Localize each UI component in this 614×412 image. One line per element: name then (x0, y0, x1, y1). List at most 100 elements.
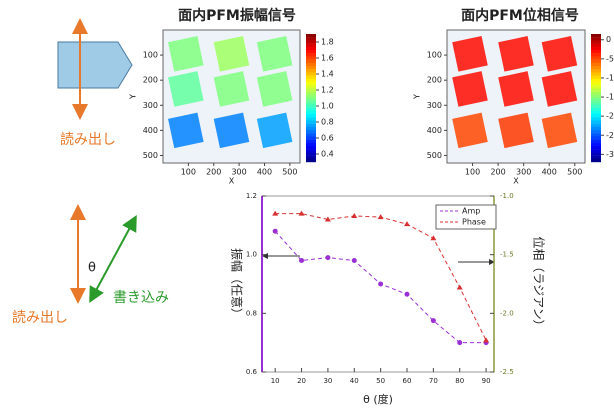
point (325, 255, 330, 260)
y-tick-label: 0.8 (246, 309, 257, 317)
colorbar-segment (306, 114, 316, 117)
x-axis-label: X (229, 177, 235, 186)
x-tick-label: 100 (465, 168, 480, 177)
write-arrow (93, 222, 133, 296)
colorbar-segment (306, 47, 316, 50)
colorbar-segment (306, 159, 316, 162)
colorbar-tick-label: -200 (606, 112, 614, 121)
colorbar-segment (591, 159, 601, 162)
x-tick-label: 200 (206, 168, 221, 177)
colorbar-segment (591, 66, 601, 69)
colorbar-segment (591, 104, 601, 107)
colorbar-segment (591, 50, 601, 53)
y-axis-label: Y (413, 94, 422, 100)
y-tick-label: 500 (427, 151, 442, 160)
x-tick-label: 30 (323, 377, 332, 385)
y-tick-label: 500 (143, 151, 158, 160)
colorbar-segment (306, 146, 316, 149)
y2-tick-label: -1.5 (500, 251, 514, 259)
y2-axis-label: 位相（ラジアン） (532, 236, 547, 331)
colorbar-segment (591, 114, 601, 117)
colorbar-segment (306, 63, 316, 66)
colorbar-segment (306, 117, 316, 120)
heatmap-cell (498, 113, 534, 149)
y-tick-label: 200 (427, 76, 442, 85)
y-axis-label: 振幅（任意） (230, 248, 245, 320)
chart-title: 面内PFM位相信号 (461, 7, 579, 24)
colorbar-segment (591, 56, 601, 59)
colorbar-segment (591, 117, 601, 120)
colorbar-tick-label: 1.6 (321, 54, 334, 63)
cantilever (58, 42, 132, 88)
colorbar-tick-label: -250 (606, 131, 614, 140)
colorbar-segment (306, 92, 316, 95)
point (352, 258, 357, 263)
colorbar-segment (591, 63, 601, 66)
point (378, 214, 384, 219)
series-line (275, 214, 486, 341)
colorbar-segment (306, 76, 316, 79)
colorbar-segment (591, 149, 601, 152)
colorbar-segment (306, 136, 316, 139)
y-axis-label: Y (129, 94, 138, 100)
colorbar-segment (591, 120, 601, 123)
x-tick-label: 300 (231, 168, 246, 177)
y2-tick-label: -2.0 (500, 309, 514, 317)
point (378, 282, 383, 287)
x-tick-label: 500 (282, 168, 297, 177)
colorbar-segment (591, 44, 601, 47)
colorbar-segment (591, 40, 601, 43)
heatmap-cell (257, 113, 293, 149)
colorbar-segment (591, 101, 601, 104)
colorbar-segment (591, 156, 601, 159)
colorbar-segment (306, 101, 316, 104)
x-tick-label: 300 (516, 168, 531, 177)
colorbar-segment (306, 149, 316, 152)
colorbar-tick-label: -50 (606, 54, 614, 63)
colorbar-segment (591, 92, 601, 95)
x-tick-label: 70 (429, 377, 438, 385)
colorbar-tick-label: 1.4 (321, 70, 334, 79)
colorbar-segment (306, 66, 316, 69)
colorbar-segment (591, 34, 601, 37)
y-tick-label: 400 (143, 126, 158, 135)
colorbar-segment (591, 47, 601, 50)
colorbar-segment (591, 88, 601, 91)
y2-tick-label: -1.0 (500, 192, 514, 200)
colorbar-segment (306, 152, 316, 155)
x-axis-label: θ (度) (363, 392, 393, 406)
colorbar-segment (591, 152, 601, 155)
x-axis-label: X (513, 177, 519, 186)
colorbar-segment (306, 40, 316, 43)
colorbar-tick-label: 1.0 (321, 102, 334, 111)
heatmap-cell (168, 71, 204, 107)
colorbar-segment (591, 146, 601, 149)
x-tick-label: 50 (376, 377, 385, 385)
x-tick-label: 40 (350, 377, 359, 385)
heatmap-cell (168, 36, 204, 72)
x-tick-label: 10 (271, 377, 280, 385)
colorbar-segment (306, 79, 316, 82)
colorbar-segment (306, 56, 316, 59)
x-tick-label: 400 (257, 168, 272, 177)
point (457, 340, 462, 345)
figure: 読み出し θ 書き込み 読み出し 面内PFM振幅信号10020030040050… (0, 0, 614, 412)
colorbar-segment (591, 53, 601, 56)
heatmap-cell (214, 36, 250, 72)
colorbar-segment (591, 82, 601, 85)
heatmap-cell (542, 71, 578, 107)
heatmap-cell (257, 36, 293, 72)
heatmap-cell (168, 113, 204, 149)
colorbar-segment (591, 133, 601, 136)
colorbar-segment (306, 44, 316, 47)
colorbar-segment (306, 108, 316, 111)
point (483, 337, 489, 342)
colorbar-segment (591, 69, 601, 72)
colorbar-tick-label: 0.4 (321, 150, 334, 159)
y-tick-label: 300 (427, 101, 442, 110)
y-tick-label: 200 (143, 76, 158, 85)
heatmap-cell (214, 113, 250, 149)
heatmap-cell (257, 71, 293, 107)
legend-label: Phase (462, 218, 486, 227)
colorbar-segment (591, 111, 601, 114)
